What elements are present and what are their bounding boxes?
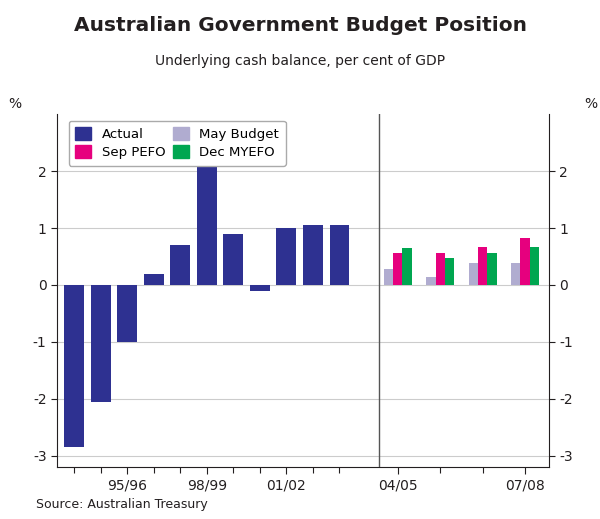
Bar [91, 285, 111, 402]
Bar [520, 238, 530, 285]
Bar [64, 285, 84, 447]
Bar [197, 162, 217, 285]
Bar [487, 253, 497, 285]
Text: Source: Australian Treasury: Source: Australian Treasury [36, 498, 208, 511]
Bar [329, 225, 349, 285]
Bar [511, 263, 520, 285]
Bar [118, 285, 137, 342]
Bar [445, 258, 454, 285]
Text: Underlying cash balance, per cent of GDP: Underlying cash balance, per cent of GDP [155, 54, 445, 69]
Bar [478, 247, 487, 285]
Bar [144, 274, 164, 285]
Bar [436, 253, 445, 285]
Bar [469, 263, 478, 285]
Bar [170, 245, 190, 285]
Bar [530, 247, 539, 285]
Legend: Actual, Sep PEFO, May Budget, Dec MYEFO: Actual, Sep PEFO, May Budget, Dec MYEFO [68, 121, 286, 166]
Text: %: % [8, 97, 22, 111]
Bar [384, 269, 393, 285]
Bar [403, 248, 412, 285]
Bar [250, 285, 270, 291]
Bar [303, 225, 323, 285]
Bar [427, 277, 436, 285]
Bar [277, 228, 296, 285]
Bar [223, 234, 244, 285]
Bar [393, 253, 403, 285]
Text: Australian Government Budget Position: Australian Government Budget Position [74, 16, 527, 35]
Text: %: % [584, 97, 598, 111]
